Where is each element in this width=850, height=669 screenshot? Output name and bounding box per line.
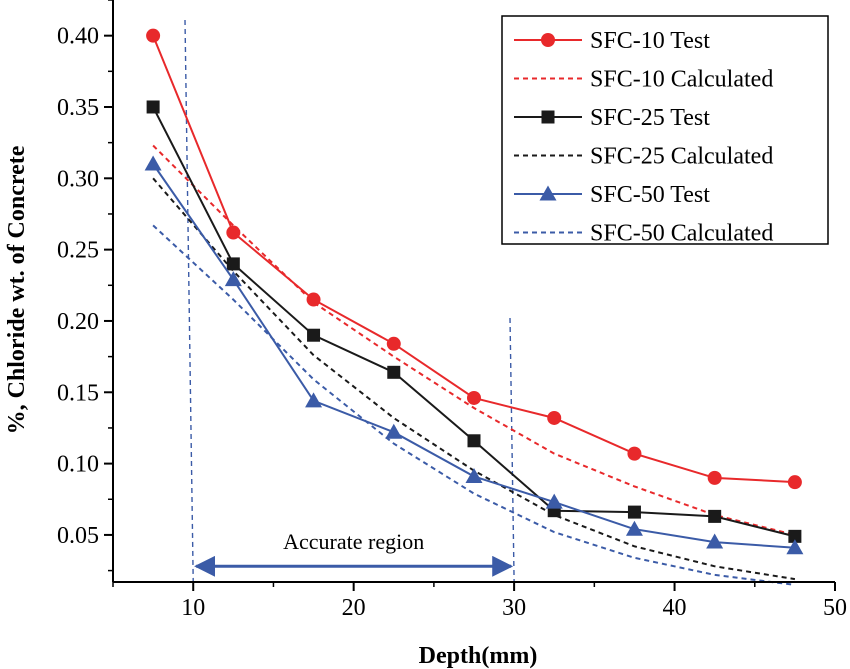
x-tick-label-50: 50 [823,595,847,621]
data-point-sfc-25-test-8 [788,529,802,543]
series-line-sfc-10-calculated [152,144,796,536]
x-tick-label-30: 30 [502,595,526,621]
data-point-sfc-50-test-5 [545,493,563,509]
data-point-sfc-50-test-2 [305,392,323,408]
legend-marker-sfc-25-test [541,110,555,124]
y-tick-label-3: 0.20 [57,309,99,335]
data-point-sfc-25-test-3 [387,365,401,379]
legend-marker-sfc-10-test [541,33,555,47]
legend-label-sfc-10-test: SFC-10 Test [590,28,710,54]
data-point-sfc-10-test-0 [146,28,161,43]
data-point-sfc-10-test-6 [627,446,642,461]
x-tick-label-10: 10 [181,595,205,621]
data-point-sfc-25-test-6 [627,505,641,519]
y-tick-label-7: 0.40 [57,24,99,50]
legend-label-sfc-50-test: SFC-50 Test [590,182,710,208]
data-point-sfc-10-test-4 [467,390,481,405]
data-point-sfc-25-test-4 [467,434,481,448]
legend-label-sfc-50-calculated: SFC-50 Calculated [590,221,773,247]
data-point-sfc-10-test-8 [787,475,802,490]
legend: SFC-10 Test SFC-10 Calculated SFC-25 Test S… [501,15,829,247]
y-tick-label-2: 0.15 [57,380,99,406]
data-point-sfc-10-test-3 [386,336,401,351]
y-tick-label-1: 0.10 [57,452,99,478]
data-point-sfc-50-test-8 [786,539,804,555]
y-axis-title: %, Chloride wt. of Concrete [4,145,30,434]
legend-marker-sfc-50-test [539,185,557,201]
x-tick-label-20: 20 [342,595,366,621]
data-point-sfc-50-test-4 [465,467,483,483]
data-point-sfc-25-test-0 [146,100,160,114]
x-tick-label-40: 40 [663,595,687,621]
data-point-sfc-50-test-7 [706,533,724,549]
y-tick-label-0: 0.05 [57,523,99,549]
legend-label-sfc-25-test: SFC-25 Test [590,105,710,131]
y-tick-label-5: 0.30 [57,166,99,192]
data-point-sfc-10-test-2 [306,292,321,307]
x-axis-title: Depth(mm) [419,643,538,669]
data-point-sfc-25-test-2 [307,328,321,342]
data-point-sfc-50-test-6 [625,520,643,536]
data-point-sfc-10-test-1 [226,225,241,240]
axes: 10 20 30 40 50 0.05 0.10 0.15 0.20 0.25 0.30 0.35 0.… [57,0,847,621]
legend-label-sfc-25-calculated: SFC-25 Calculated [590,144,773,170]
region-right-guide [509,317,515,583]
region-label: Accurate region [283,529,424,554]
data-point-sfc-10-test-7 [707,470,722,485]
data-point-sfc-25-test-7 [708,509,722,523]
legend-label-sfc-10-calculated: SFC-10 Calculated [590,67,773,93]
legend-box [501,15,829,245]
data-point-sfc-50-test-1 [224,271,242,287]
data-point-sfc-50-test-0 [144,155,162,171]
series-line-sfc-50-calculated [152,224,796,586]
y-tick-label-6: 0.35 [57,95,99,121]
y-tick-label-4: 0.25 [57,238,99,264]
plot-area: Accurate region [144,19,804,586]
data-point-sfc-25-test-1 [226,257,240,271]
region-left-guide [184,19,194,583]
data-point-sfc-50-test-3 [385,423,403,439]
data-point-sfc-10-test-5 [547,410,562,425]
